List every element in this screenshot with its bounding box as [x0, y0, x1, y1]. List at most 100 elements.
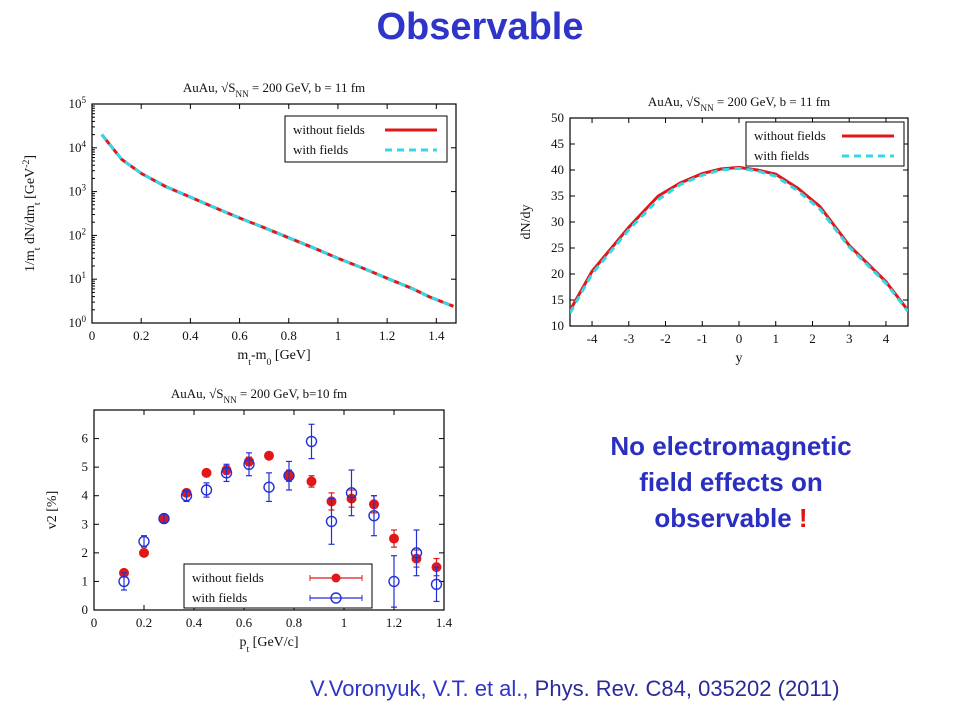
v2-series-with-fields-point	[138, 535, 150, 548]
v2-legend-marker	[330, 592, 342, 604]
mt-x-axis-label: mt-m0 [GeV]	[237, 348, 310, 368]
dndy-x-tick-label: 0	[736, 331, 743, 346]
v2-chart-title: AuAu, √SNN = 200 GeV, b=10 fm	[171, 386, 347, 405]
conclusion-line-1: No electromagnetic	[610, 431, 852, 461]
exclamation-mark: !	[798, 503, 808, 533]
v2-x-tick-label: 0.4	[186, 615, 203, 630]
v2-series-without-fields-point	[201, 467, 212, 478]
dndy-y-tick-label: 30	[551, 214, 564, 229]
v2-y-tick-label: 3	[82, 516, 89, 531]
dndy-y-tick-label: 20	[551, 266, 564, 281]
mt-y-tick-label: 105	[68, 95, 86, 111]
dndy-y-tick-label: 15	[551, 292, 564, 307]
v2-legend-marker	[331, 573, 341, 583]
dndy-legend-label: with fields	[754, 148, 809, 163]
mt-legend-box	[284, 115, 448, 163]
v2-series-with-fields-point	[368, 510, 380, 522]
slide-title: Observable	[376, 6, 584, 48]
mt-x-tick-label: 0.8	[281, 328, 297, 343]
v2-series-without-fields-point	[264, 450, 274, 461]
v2-series-with-fields-point	[388, 575, 400, 588]
dndy-y-tick-label: 35	[551, 188, 564, 203]
v2-series-with-fields-point	[220, 467, 233, 479]
mt-x-tick-label: 1.4	[428, 328, 445, 343]
v2-series-with-fields-point	[243, 458, 255, 470]
mt-x-tick-label: 0.2	[133, 328, 149, 343]
mt-y-tick-label: 100	[68, 314, 86, 330]
v2-series-without-fields-point	[306, 476, 317, 487]
dndy-x-tick-label: -3	[623, 331, 634, 346]
mt-plot-frame	[91, 103, 457, 324]
mt-y-tick-label: 101	[68, 270, 86, 286]
mt-legend-label: without fields	[293, 122, 365, 137]
v2-x-tick-label: 0.6	[236, 615, 253, 630]
dndy-x-tick-label: -1	[697, 331, 708, 346]
conclusion-line-3: observable !	[566, 500, 896, 536]
v2-legend-label: without fields	[192, 570, 264, 585]
v2-y-tick-label: 2	[82, 545, 89, 560]
dndy-series-with-fields-line	[570, 166, 908, 314]
mt-chart-title: AuAu, √SNN = 200 GeV, b = 11 fm	[183, 80, 365, 99]
mt-data-layer	[100, 133, 455, 308]
v2-x-tick-label: 1	[341, 615, 348, 630]
mt-series-with-fields-line	[100, 133, 455, 308]
mt-x-tick-label: 0	[89, 328, 96, 343]
mt-x-tick-label: 0.6	[231, 328, 248, 343]
v2-plot-frame	[93, 409, 445, 611]
v2-series-with-fields-point	[410, 547, 423, 559]
dndy-chart-title: AuAu, √SNN = 200 GeV, b = 11 fm	[648, 94, 830, 113]
v2-series-with-fields-point	[305, 435, 318, 448]
v2-series-without-fields-point	[389, 533, 399, 544]
mt-y-tick-label: 102	[68, 226, 86, 242]
mt-y-tick-label: 104	[68, 139, 86, 155]
v2-series-without-fields-point	[139, 547, 149, 558]
v2-x-tick-label: 0.2	[136, 615, 152, 630]
citation: V.Voronyuk, V.T. et al., Phys. Rev. C84,…	[310, 676, 840, 702]
conclusion-line-2: field effects on	[639, 467, 823, 497]
dndy-x-tick-label: 1	[772, 331, 779, 346]
dndy-x-axis-label: y	[736, 351, 743, 366]
dndy-legend-box	[745, 121, 905, 167]
dndy-data-layer	[570, 165, 908, 314]
dndy-x-tick-label: 3	[846, 331, 853, 346]
mt-x-tick-label: 0.4	[182, 328, 199, 343]
dndy-x-tick-label: -2	[660, 331, 671, 346]
v2-x-tick-label: 1.4	[436, 615, 453, 630]
elliptic-flow-chart: AuAu, √SNN = 200 GeV, b=10 fm 0 0.2 0.4 0.6 0…	[45, 386, 453, 655]
mt-spectrum-chart: AuAu, √SNN = 200 GeV, b = 11 fm 0 0.2 0.4 0.…	[21, 80, 457, 368]
v2-series-with-fields-point	[200, 484, 213, 496]
dndy-x-tick-label: 4	[883, 331, 890, 346]
dndy-y-tick-label: 10	[551, 318, 564, 333]
v2-series-with-fields-point	[118, 575, 130, 588]
dndy-y-axis-label: dN/dy	[519, 205, 534, 240]
v2-series-with-fields-point	[430, 578, 443, 590]
v2-y-tick-label: 0	[82, 602, 89, 617]
mt-x-tick-label: 1.2	[379, 328, 395, 343]
v2-series-with-fields-point	[158, 512, 170, 525]
dndy-x-tick-label: 2	[809, 331, 816, 346]
dndy-x-tick-label: -4	[587, 331, 598, 346]
v2-series-with-fields-point	[283, 470, 295, 482]
v2-x-tick-label: 1.2	[386, 615, 402, 630]
v2-legend-label: with fields	[192, 590, 247, 605]
dndy-y-tick-label: 40	[551, 162, 564, 177]
mt-x-tick-label: 1	[335, 328, 342, 343]
v2-y-tick-label: 4	[82, 488, 89, 503]
v2-y-axis-label: v2 [%]	[45, 491, 60, 530]
mt-y-tick-label: 103	[68, 183, 86, 199]
v2-y-tick-label: 1	[82, 573, 89, 588]
dndy-y-tick-label: 45	[551, 136, 564, 151]
v2-series-with-fields-point	[325, 515, 338, 528]
v2-series-with-fields-point	[180, 490, 193, 502]
rapidity-distribution-chart: AuAu, √SNN = 200 GeV, b = 11 fm -4 -3 -2 -1 0…	[519, 94, 909, 366]
v2-y-tick-label: 5	[82, 459, 89, 474]
dndy-legend-label: without fields	[754, 128, 826, 143]
mt-legend-label: with fields	[293, 142, 348, 157]
v2-x-axis-label: pt [GeV/c]	[239, 635, 298, 655]
dndy-y-tick-label: 25	[551, 240, 564, 255]
v2-y-tick-label: 6	[82, 431, 89, 446]
mt-y-axis-label: 1/mt dN/dmt [GeV-2]	[21, 155, 43, 272]
v2-series-with-fields-point	[263, 481, 275, 493]
v2-data-layer	[118, 423, 443, 608]
citation-journal: Phys. Rev. C84, 035202 (2011)	[534, 676, 840, 701]
